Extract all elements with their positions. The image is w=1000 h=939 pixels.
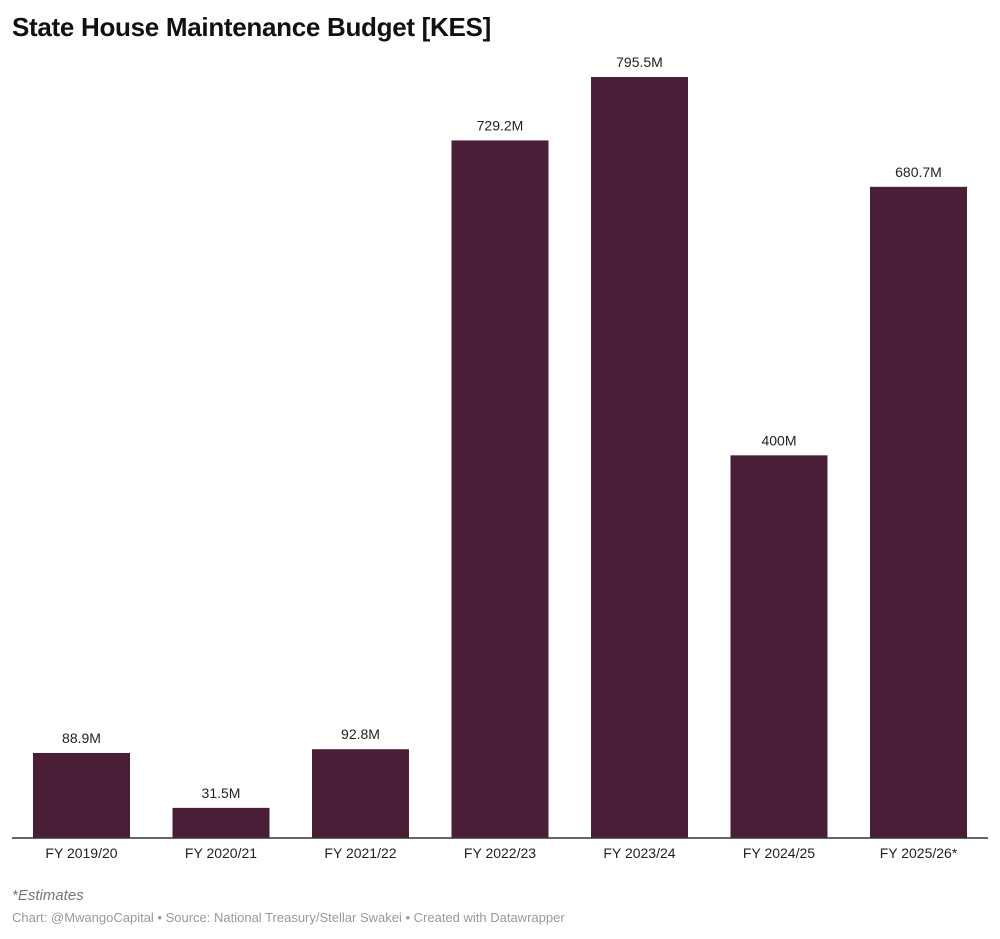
data-label: 729.2M — [477, 117, 524, 133]
bar — [312, 749, 409, 838]
chart-title: State House Maintenance Budget [KES] — [12, 12, 491, 42]
x-tick-label: FY 2023/24 — [603, 845, 675, 861]
data-label: 88.9M — [62, 730, 101, 746]
bar — [33, 752, 130, 838]
bar-chart: 88.9M FY 2019/20 31.5M FY 2020/21 92.8M FY 20… — [12, 54, 988, 861]
x-tick-label: FY 2022/23 — [464, 845, 536, 861]
data-label: 92.8M — [341, 726, 380, 742]
credit-line: Chart: @MwangoCapital • Source: National… — [12, 910, 565, 925]
x-tick-label: FY 2019/20 — [45, 845, 117, 861]
data-label: 680.7M — [895, 164, 942, 180]
bar — [870, 186, 967, 839]
footnote: *Estimates — [12, 887, 84, 904]
data-label: 795.5M — [616, 54, 663, 70]
x-tick-label: FY 2020/21 — [185, 845, 257, 861]
bar — [730, 455, 828, 838]
bar — [591, 77, 688, 838]
data-label: 400M — [761, 432, 796, 448]
x-tick-label: FY 2021/22 — [324, 845, 396, 861]
bar — [172, 807, 270, 838]
x-tick-label: FY 2024/25 — [743, 845, 815, 861]
data-label: 31.5M — [202, 785, 241, 801]
bar — [451, 140, 549, 839]
x-tick-label: FY 2025/26* — [880, 845, 958, 861]
